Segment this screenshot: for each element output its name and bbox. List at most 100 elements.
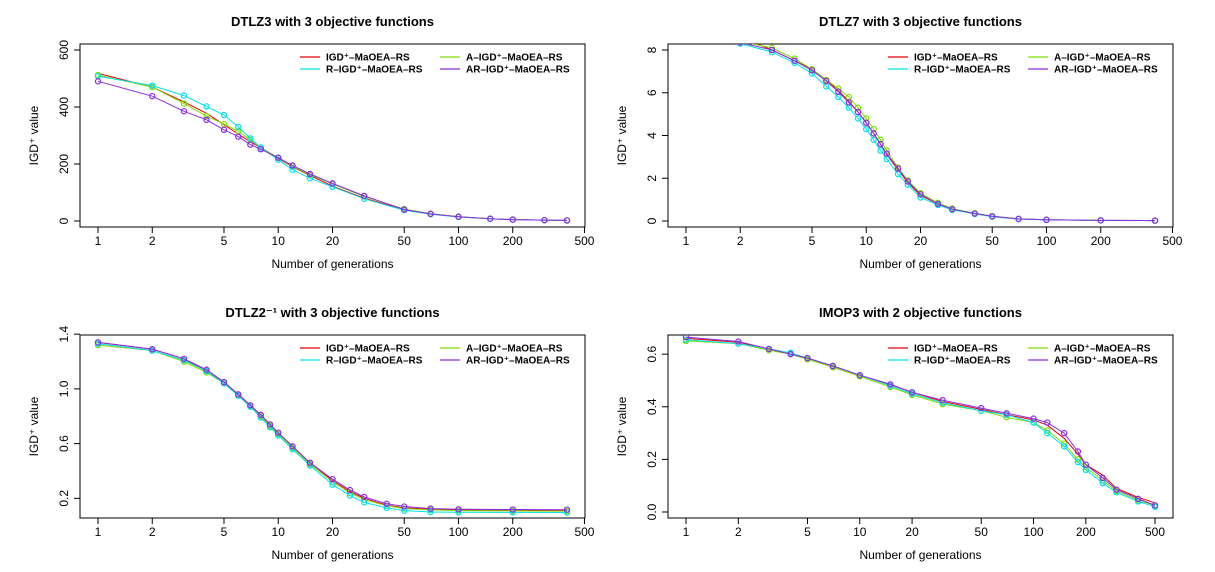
x-tick-label: 1 [95,234,102,248]
y-tick-label: 0 [57,217,71,224]
series-point [509,506,516,513]
series-point [149,92,156,100]
x-tick-label: 200 [1076,525,1096,539]
series-point [329,475,336,483]
x-tick-label: 10 [272,234,286,248]
series-point [289,166,296,173]
series-point [887,381,894,388]
series-point [683,34,688,39]
x-tick-label: 10 [860,234,874,248]
series-point [939,396,946,404]
series-point [180,108,188,115]
legend-label: A–IGD⁺–MaOEA–RS [1054,53,1151,64]
series-point [401,206,408,213]
y-axis-label: IGD⁺ value [615,396,629,456]
series-point [683,32,688,37]
y-tick-label: 2 [645,175,659,182]
series-point [791,57,798,64]
x-tick-label: 500 [574,234,594,248]
series-point [509,216,516,223]
series-point [180,92,188,99]
series-point [854,104,862,111]
x-tick-label: 100 [448,234,468,248]
series-point [563,506,571,513]
x-tick-label: 50 [398,525,412,539]
series-point [765,345,773,353]
series-point [804,354,811,362]
series-point [235,391,242,398]
series-point [383,502,390,510]
series-point [1015,215,1022,223]
series-point [203,116,210,124]
series-point [1060,443,1068,450]
series-point [737,44,744,46]
series-point [1099,474,1106,481]
x-axis-label: Number of generations [271,548,393,562]
x-tick-label: 1 [683,234,690,248]
series-point [401,507,408,514]
x-tick-label: 50 [398,234,412,248]
legend-label: R–IGD⁺–MaOEA–RS [914,65,1011,76]
series-point [203,366,210,373]
series-point [735,338,742,345]
series-point [682,335,690,341]
chart-title: DTLZ2⁻¹ with 3 objective functions [225,305,439,320]
legend-label: R–IGD⁺–MaOEA–RS [914,356,1011,367]
legend-label: A–IGD⁺–MaOEA–RS [466,53,563,64]
legend-label: IGD⁺–MaOEA–RS [326,53,410,64]
series-line [685,336,1156,506]
x-tick-label: 2 [149,525,156,539]
series-line [97,75,568,221]
y-tick-label: 1.4 [57,325,71,342]
x-tick-label: 1 [683,525,690,539]
series-point [823,77,830,85]
series-point [306,170,314,178]
legend-label: A–IGD⁺–MaOEA–RS [1054,344,1151,355]
chart-title: DTLZ3 with 3 objective functions [231,14,434,29]
series-point [917,194,924,201]
series-line [97,74,568,221]
series-point [329,180,336,187]
series-point [1082,461,1090,468]
series-point [275,156,282,163]
series-point [361,192,368,200]
series-point [1097,217,1104,224]
series-point [180,355,188,362]
series-point [856,372,863,379]
series-point [1044,419,1051,426]
x-axis-label: Number of generations [859,257,981,271]
series-point [401,505,408,512]
y-tick-label: 8 [645,46,659,53]
y-tick-label: 600 [57,40,71,60]
series-point [235,133,242,140]
legend-label: IGD⁺–MaOEA–RS [914,53,998,64]
series-point [275,154,282,161]
series-point [854,108,862,116]
chart-panel: DTLZ2⁻¹ with 3 objective functions 1 2 5 10 2… [27,305,595,562]
series-point [401,503,408,510]
y-tick-label: 0.6 [645,345,659,362]
series-line [744,44,1156,222]
x-axis-label: Number of generations [859,548,981,562]
x-tick-label: 50 [986,234,1000,248]
x-tick-label: 2 [737,234,744,248]
series-point [257,145,264,153]
series-point [989,213,996,220]
x-tick-label: 10 [853,525,867,539]
series-point [894,165,902,172]
series-point [1151,217,1159,224]
series-point [1074,448,1082,455]
series-point [904,178,911,185]
series-line [97,341,568,512]
legend-label: IGD⁺–MaOEA–RS [914,344,998,355]
series-point [1043,216,1050,223]
y-tick-label: 0.4 [645,398,659,415]
series-point [787,350,794,358]
series-point [427,508,434,516]
series-point [247,402,254,409]
series-point [306,175,314,182]
series-point [247,141,254,148]
y-tick-label: 0.0 [645,503,659,520]
series-point [329,183,336,190]
series-point [863,125,870,133]
